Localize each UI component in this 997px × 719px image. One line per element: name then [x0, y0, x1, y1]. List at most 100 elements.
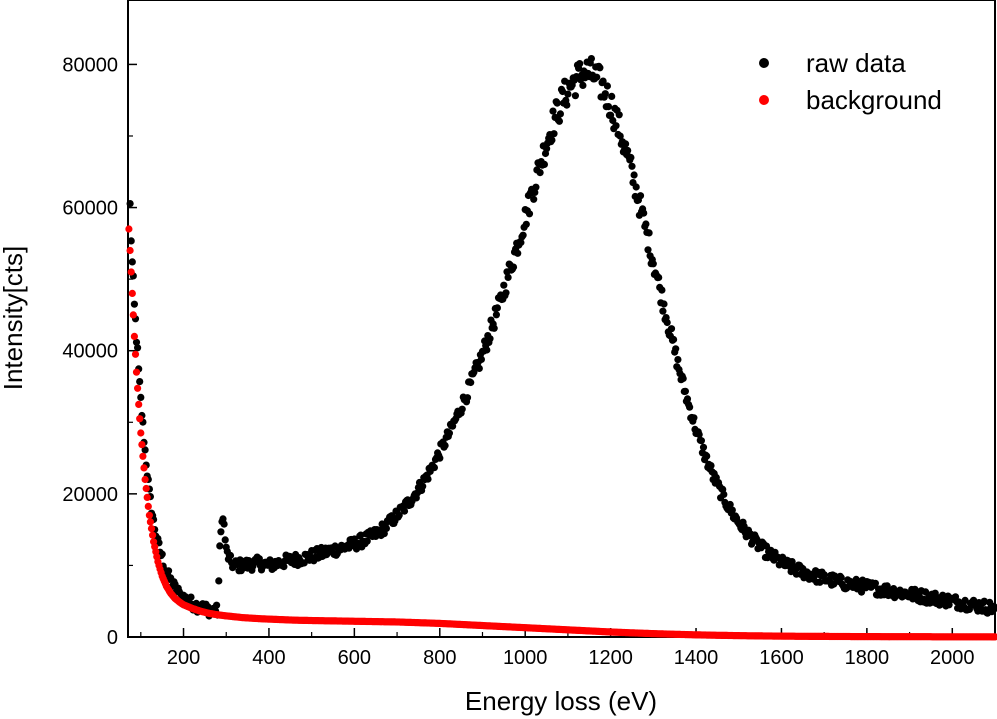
- data-point: [699, 443, 708, 451]
- data-point: [726, 500, 734, 509]
- x-tick-label: 1800: [845, 647, 890, 669]
- data-point: [504, 273, 512, 281]
- data-point: [517, 238, 525, 247]
- x-tick-label: 1400: [674, 647, 719, 669]
- data-point: [140, 464, 148, 472]
- data-point: [536, 169, 544, 177]
- data-point: [445, 429, 453, 437]
- legend-marker-raw-data: [759, 58, 769, 68]
- data-point: [703, 452, 711, 460]
- data-point: [192, 599, 200, 608]
- data-point: [622, 140, 630, 148]
- data-point: [143, 493, 151, 501]
- data-point: [145, 511, 153, 519]
- data-point: [655, 273, 663, 282]
- y-tick-label: 0: [107, 627, 118, 649]
- data-point: [138, 441, 146, 449]
- data-point: [142, 484, 150, 493]
- data-point: [697, 437, 706, 445]
- data-point: [458, 405, 466, 413]
- data-point: [130, 300, 138, 308]
- data-point: [601, 90, 609, 98]
- data-point: [587, 55, 596, 63]
- data-point: [129, 311, 137, 319]
- data-point: [681, 387, 690, 395]
- data-point: [127, 237, 135, 245]
- data-point: [280, 563, 288, 571]
- data-point: [608, 92, 616, 100]
- x-tick-label: 600: [338, 647, 371, 669]
- data-point: [553, 99, 561, 107]
- data-point: [579, 81, 587, 89]
- data-point: [548, 136, 556, 144]
- data-point: [182, 593, 190, 601]
- data-point: [519, 231, 527, 239]
- data-point: [563, 101, 571, 109]
- data-point: [935, 601, 944, 609]
- data-point: [660, 300, 668, 308]
- data-point: [130, 332, 138, 340]
- data-point: [430, 464, 438, 472]
- y-tick-label: 40000: [62, 341, 118, 363]
- data-point: [690, 414, 698, 422]
- data-point: [540, 160, 549, 168]
- data-point: [820, 571, 828, 579]
- data-point: [532, 183, 540, 191]
- data-point: [467, 378, 475, 387]
- data-point: [463, 394, 472, 402]
- data-point: [137, 393, 145, 401]
- data-point: [217, 528, 225, 536]
- data-point: [991, 633, 997, 641]
- data-point: [961, 596, 969, 605]
- x-tick-label: 1000: [503, 647, 548, 669]
- x-tick-label: 2000: [930, 647, 975, 669]
- data-point: [146, 518, 154, 526]
- legend-label-background: background: [806, 85, 942, 115]
- data-point: [127, 268, 135, 276]
- data-point: [683, 395, 692, 403]
- data-point: [555, 117, 564, 125]
- data-point: [609, 116, 617, 125]
- x-axis-title: Energy loss (eV): [465, 686, 657, 716]
- data-point: [141, 475, 149, 484]
- data-point: [550, 130, 558, 138]
- data-point: [213, 601, 221, 609]
- data-point: [642, 220, 650, 228]
- data-point: [659, 307, 667, 315]
- data-point: [486, 335, 494, 343]
- data-point: [136, 378, 144, 386]
- data-point: [667, 325, 676, 333]
- data-point: [136, 415, 144, 423]
- data-point: [500, 281, 508, 289]
- data-point: [419, 482, 427, 490]
- data-point: [139, 452, 147, 460]
- data-point: [165, 567, 173, 575]
- data-point: [530, 195, 538, 203]
- data-point: [128, 258, 136, 266]
- data-point: [483, 346, 491, 354]
- y-tick-label: 60000: [62, 198, 118, 220]
- data-point: [388, 512, 396, 520]
- x-axis-ticks: 200 400 600 800 1000 1200 1400 1600 1800 2000: [140, 628, 996, 669]
- series-raw-data: [126, 55, 997, 620]
- data-point: [490, 324, 498, 332]
- data-point: [226, 551, 235, 560]
- data-point: [215, 577, 223, 585]
- data-point: [991, 604, 997, 612]
- data-point: [636, 192, 645, 200]
- x-tick-label: 400: [252, 647, 285, 669]
- x-tick-label: 800: [423, 647, 456, 669]
- data-point: [221, 536, 229, 544]
- data-point: [132, 368, 141, 376]
- data-point: [674, 356, 682, 364]
- data-point: [628, 162, 636, 170]
- y-tick-label: 20000: [62, 484, 118, 506]
- data-point: [663, 318, 671, 327]
- data-point: [670, 335, 678, 344]
- legend: raw data background: [759, 48, 942, 115]
- data-point: [556, 110, 565, 118]
- data-point: [424, 475, 432, 483]
- data-point: [624, 146, 632, 155]
- legend-marker-background: [759, 95, 769, 105]
- data-point: [686, 403, 694, 411]
